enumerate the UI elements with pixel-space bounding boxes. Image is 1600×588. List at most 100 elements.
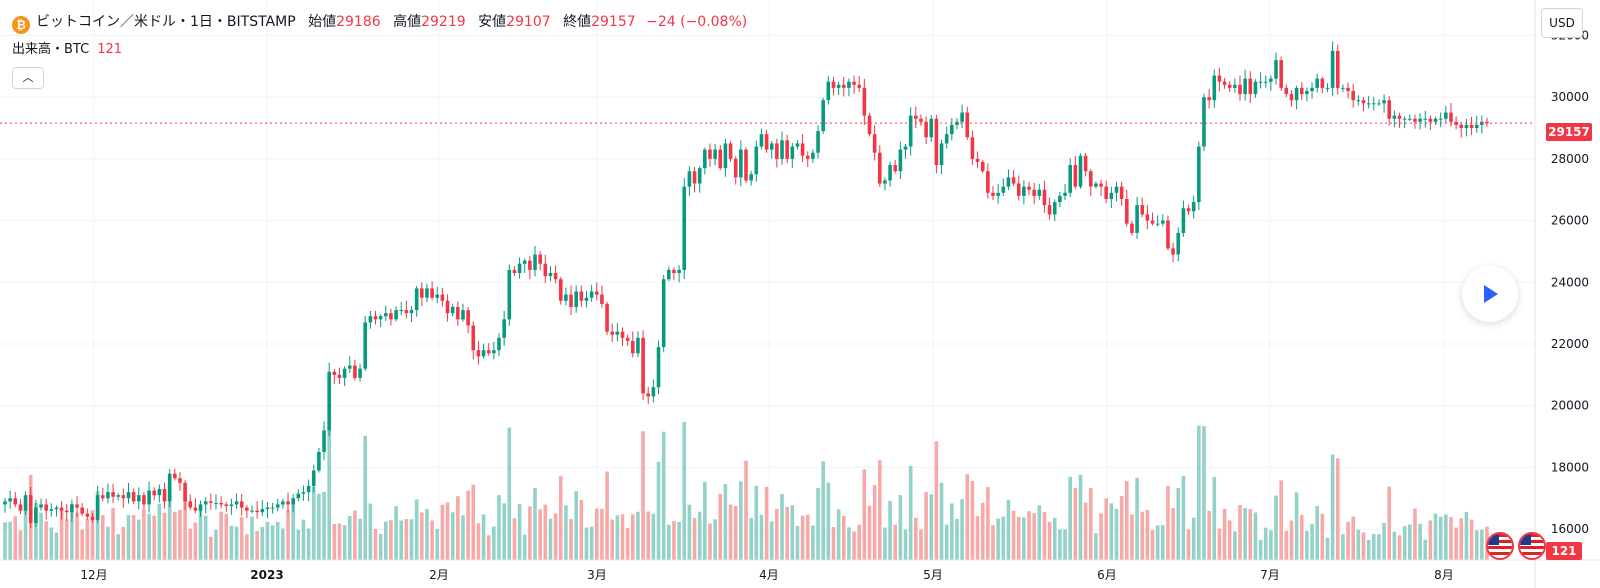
candle-body	[548, 273, 553, 277]
volume-bar	[1253, 512, 1258, 560]
high-label: 高値	[393, 14, 422, 30]
volume-bar	[564, 505, 568, 560]
volume-bar	[805, 514, 810, 560]
candle-body	[1073, 165, 1078, 187]
volume-bar	[872, 485, 877, 560]
volume-bar	[486, 535, 491, 560]
candle-body	[1217, 75, 1222, 82]
volume-bar	[1052, 517, 1057, 560]
candle-body	[327, 371, 331, 431]
volume-bar	[54, 532, 59, 560]
low-value: 29107	[506, 14, 551, 30]
candle-body	[703, 149, 707, 169]
change-value: −24 (−0.08%)	[646, 14, 748, 30]
candle-body	[239, 501, 244, 508]
candle-body	[167, 473, 172, 502]
candle-body	[306, 485, 311, 493]
candle-body	[625, 337, 630, 341]
candle-body	[795, 143, 800, 147]
volume-bar	[517, 504, 522, 560]
volume-bar	[358, 518, 362, 560]
us-flag-event-icon[interactable]	[1486, 532, 1514, 560]
volume-bar	[450, 512, 455, 560]
volume-bar	[924, 492, 928, 560]
candle-body	[281, 501, 285, 505]
volume-bar	[1150, 530, 1155, 560]
candle-body	[1253, 81, 1258, 95]
candle-body	[950, 124, 954, 135]
candle-body	[1222, 81, 1227, 85]
candle-body	[805, 155, 810, 159]
collapse-legend-button[interactable]: ︿	[12, 67, 44, 89]
candle-body	[224, 504, 229, 506]
volume-bar	[1371, 534, 1376, 560]
volume-bar	[661, 431, 666, 560]
candle-body	[23, 495, 28, 511]
volume-bar	[306, 528, 311, 560]
volume-bar	[481, 514, 486, 560]
candle-body	[1052, 202, 1057, 215]
volume-bar	[646, 511, 651, 560]
currency-button[interactable]: USD	[1541, 8, 1583, 38]
candle-body	[1310, 87, 1314, 91]
candle-body	[615, 331, 620, 335]
candle-body	[481, 350, 486, 357]
volume-bar	[919, 529, 923, 560]
volume-bar	[1058, 529, 1062, 560]
candle-body	[903, 146, 908, 150]
volume-bar	[234, 526, 239, 560]
candle-body	[852, 81, 856, 85]
volume-bar	[291, 504, 295, 560]
volume-bar	[224, 513, 229, 560]
candle-body	[1088, 171, 1093, 187]
candle-body	[131, 492, 136, 502]
candle-body	[49, 509, 54, 511]
candle-body	[1099, 183, 1103, 187]
volume-bar	[1119, 496, 1124, 560]
candle-body	[713, 149, 717, 159]
symbol-legend: ₿ ビットコイン／米ドル・1日・BITSTAMP 始値29186 高値29219 …	[12, 12, 747, 34]
volume-bar	[1047, 521, 1052, 560]
candlestick-series	[0, 41, 1535, 528]
volume-bar	[414, 499, 419, 560]
volume-bar	[327, 419, 331, 560]
candle-body	[1155, 223, 1160, 225]
volume-bar	[13, 516, 18, 560]
volume-bar	[265, 521, 270, 560]
volume-bar	[250, 516, 254, 560]
candle-body	[1119, 186, 1124, 199]
volume-bar	[610, 519, 615, 560]
y-tick-label: 22000	[1551, 337, 1589, 351]
volume-bar	[198, 508, 203, 560]
candle-body	[456, 306, 460, 320]
candle-body	[214, 502, 218, 504]
volume-bar	[1063, 529, 1067, 560]
candle-body	[435, 294, 440, 298]
candle-body	[1032, 189, 1036, 196]
candle-body	[183, 482, 187, 502]
candle-body	[275, 504, 280, 508]
candle-body	[394, 310, 398, 320]
us-flag-event-icon[interactable]	[1518, 532, 1546, 560]
y-tick-label: 18000	[1551, 460, 1589, 474]
volume-bar	[821, 461, 825, 560]
candle-body	[1284, 87, 1289, 95]
volume-legend-value: 121	[97, 42, 123, 57]
volume-bar	[337, 523, 342, 560]
replay-play-button[interactable]	[1462, 266, 1518, 322]
candle-body	[1197, 146, 1201, 203]
volume-bar	[1315, 505, 1319, 560]
candle-body	[1186, 208, 1191, 212]
volume-bar	[502, 503, 506, 560]
candle-body	[173, 473, 177, 479]
candle-body	[389, 313, 393, 320]
candle-body	[1150, 220, 1155, 224]
candle-body	[85, 513, 90, 517]
volume-bar	[1191, 517, 1196, 560]
candle-body	[522, 260, 527, 264]
volume-bar	[908, 465, 913, 560]
candle-body	[589, 291, 594, 298]
volume-bar	[1248, 509, 1253, 560]
candle-body	[872, 134, 877, 153]
